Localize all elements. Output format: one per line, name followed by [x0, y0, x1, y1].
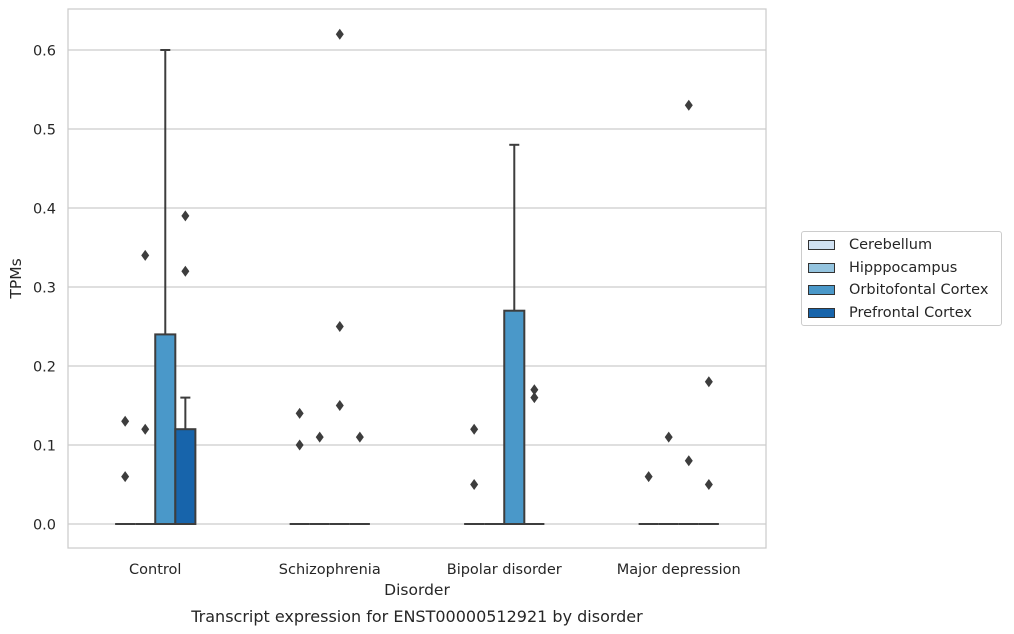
legend-swatch	[808, 262, 835, 273]
y-tick-label: 0.4	[33, 202, 56, 218]
outlier-point	[530, 384, 539, 396]
legend-label: Prefrontal Cortex	[849, 304, 972, 321]
y-tick-label: 0.6	[33, 44, 56, 60]
outlier-point	[141, 249, 150, 261]
y-axis-label: TPMs	[7, 258, 25, 299]
outlier-point	[664, 431, 673, 443]
x-tick-label: Control	[129, 562, 181, 578]
outlier-point	[181, 210, 190, 222]
box-orbitofontal-cortex	[154, 49, 177, 525]
outlier-point	[684, 455, 693, 467]
legend-item: Cerebellum	[808, 236, 932, 254]
y-tick-label: 0.2	[33, 360, 56, 376]
y-tick-label: 0.0	[33, 518, 56, 534]
boxes	[115, 49, 719, 526]
legend-swatch	[808, 307, 835, 318]
x-tick-label: Major depression	[617, 562, 741, 578]
outlier-point	[121, 415, 130, 427]
legend: Cerebellum Hipppocampus Orbitofontal Corte…	[801, 231, 1002, 326]
x-axis-ticks: Control Schizophrenia Bipolar disorder Majo…	[129, 562, 741, 578]
outlier-point	[644, 471, 653, 483]
outlier-point	[704, 479, 713, 490]
outlier-point	[684, 99, 693, 111]
box-orbitofontal-cortex	[503, 143, 526, 526]
outlier-point	[141, 423, 150, 435]
outlier-point	[530, 392, 539, 404]
outlier-point	[295, 439, 304, 451]
legend-item: Orbitofontal Cortex	[808, 281, 988, 299]
legend-item: Prefrontal Cortex	[808, 304, 972, 322]
outlier-point	[335, 321, 344, 332]
y-tick-label: 0.3	[33, 281, 56, 297]
legend-swatch	[808, 285, 835, 295]
outlier-point	[121, 471, 130, 483]
outlier-point	[181, 265, 190, 277]
outlier-point	[335, 400, 344, 411]
outlier-point	[470, 479, 479, 490]
y-axis-ticks: 0.0 0.1 0.2 0.3 0.4 0.5 0.6	[33, 44, 56, 534]
chart-title: Transcript expression for ENST0000051292…	[190, 607, 643, 626]
box-body	[503, 309, 526, 526]
outlier-point	[355, 431, 364, 443]
legend-item: Hipppocampus	[808, 259, 957, 277]
outlier-point	[470, 423, 479, 435]
plot-frame	[67, 8, 767, 549]
legend-label: Cerebellum	[849, 237, 933, 253]
outlier-point	[704, 376, 713, 388]
x-tick-label: Schizophrenia	[279, 562, 381, 578]
x-tick-label: Bipolar disorder	[447, 562, 562, 578]
outlier-point	[295, 407, 304, 419]
box-body	[154, 333, 177, 525]
outlier-point	[335, 28, 344, 40]
legend-swatch	[808, 240, 835, 250]
y-tick-label: 0.1	[33, 439, 56, 455]
y-tick-label: 0.5	[33, 123, 56, 139]
box-prefrontal-cortex	[174, 396, 197, 526]
outlier-point	[315, 431, 324, 443]
box-body	[174, 428, 197, 526]
legend-label: Orbitofontal Cortex	[849, 282, 989, 298]
legend-label: Hipppocampus	[849, 259, 958, 276]
x-axis-label: Disorder	[384, 581, 450, 599]
outliers	[121, 28, 713, 490]
